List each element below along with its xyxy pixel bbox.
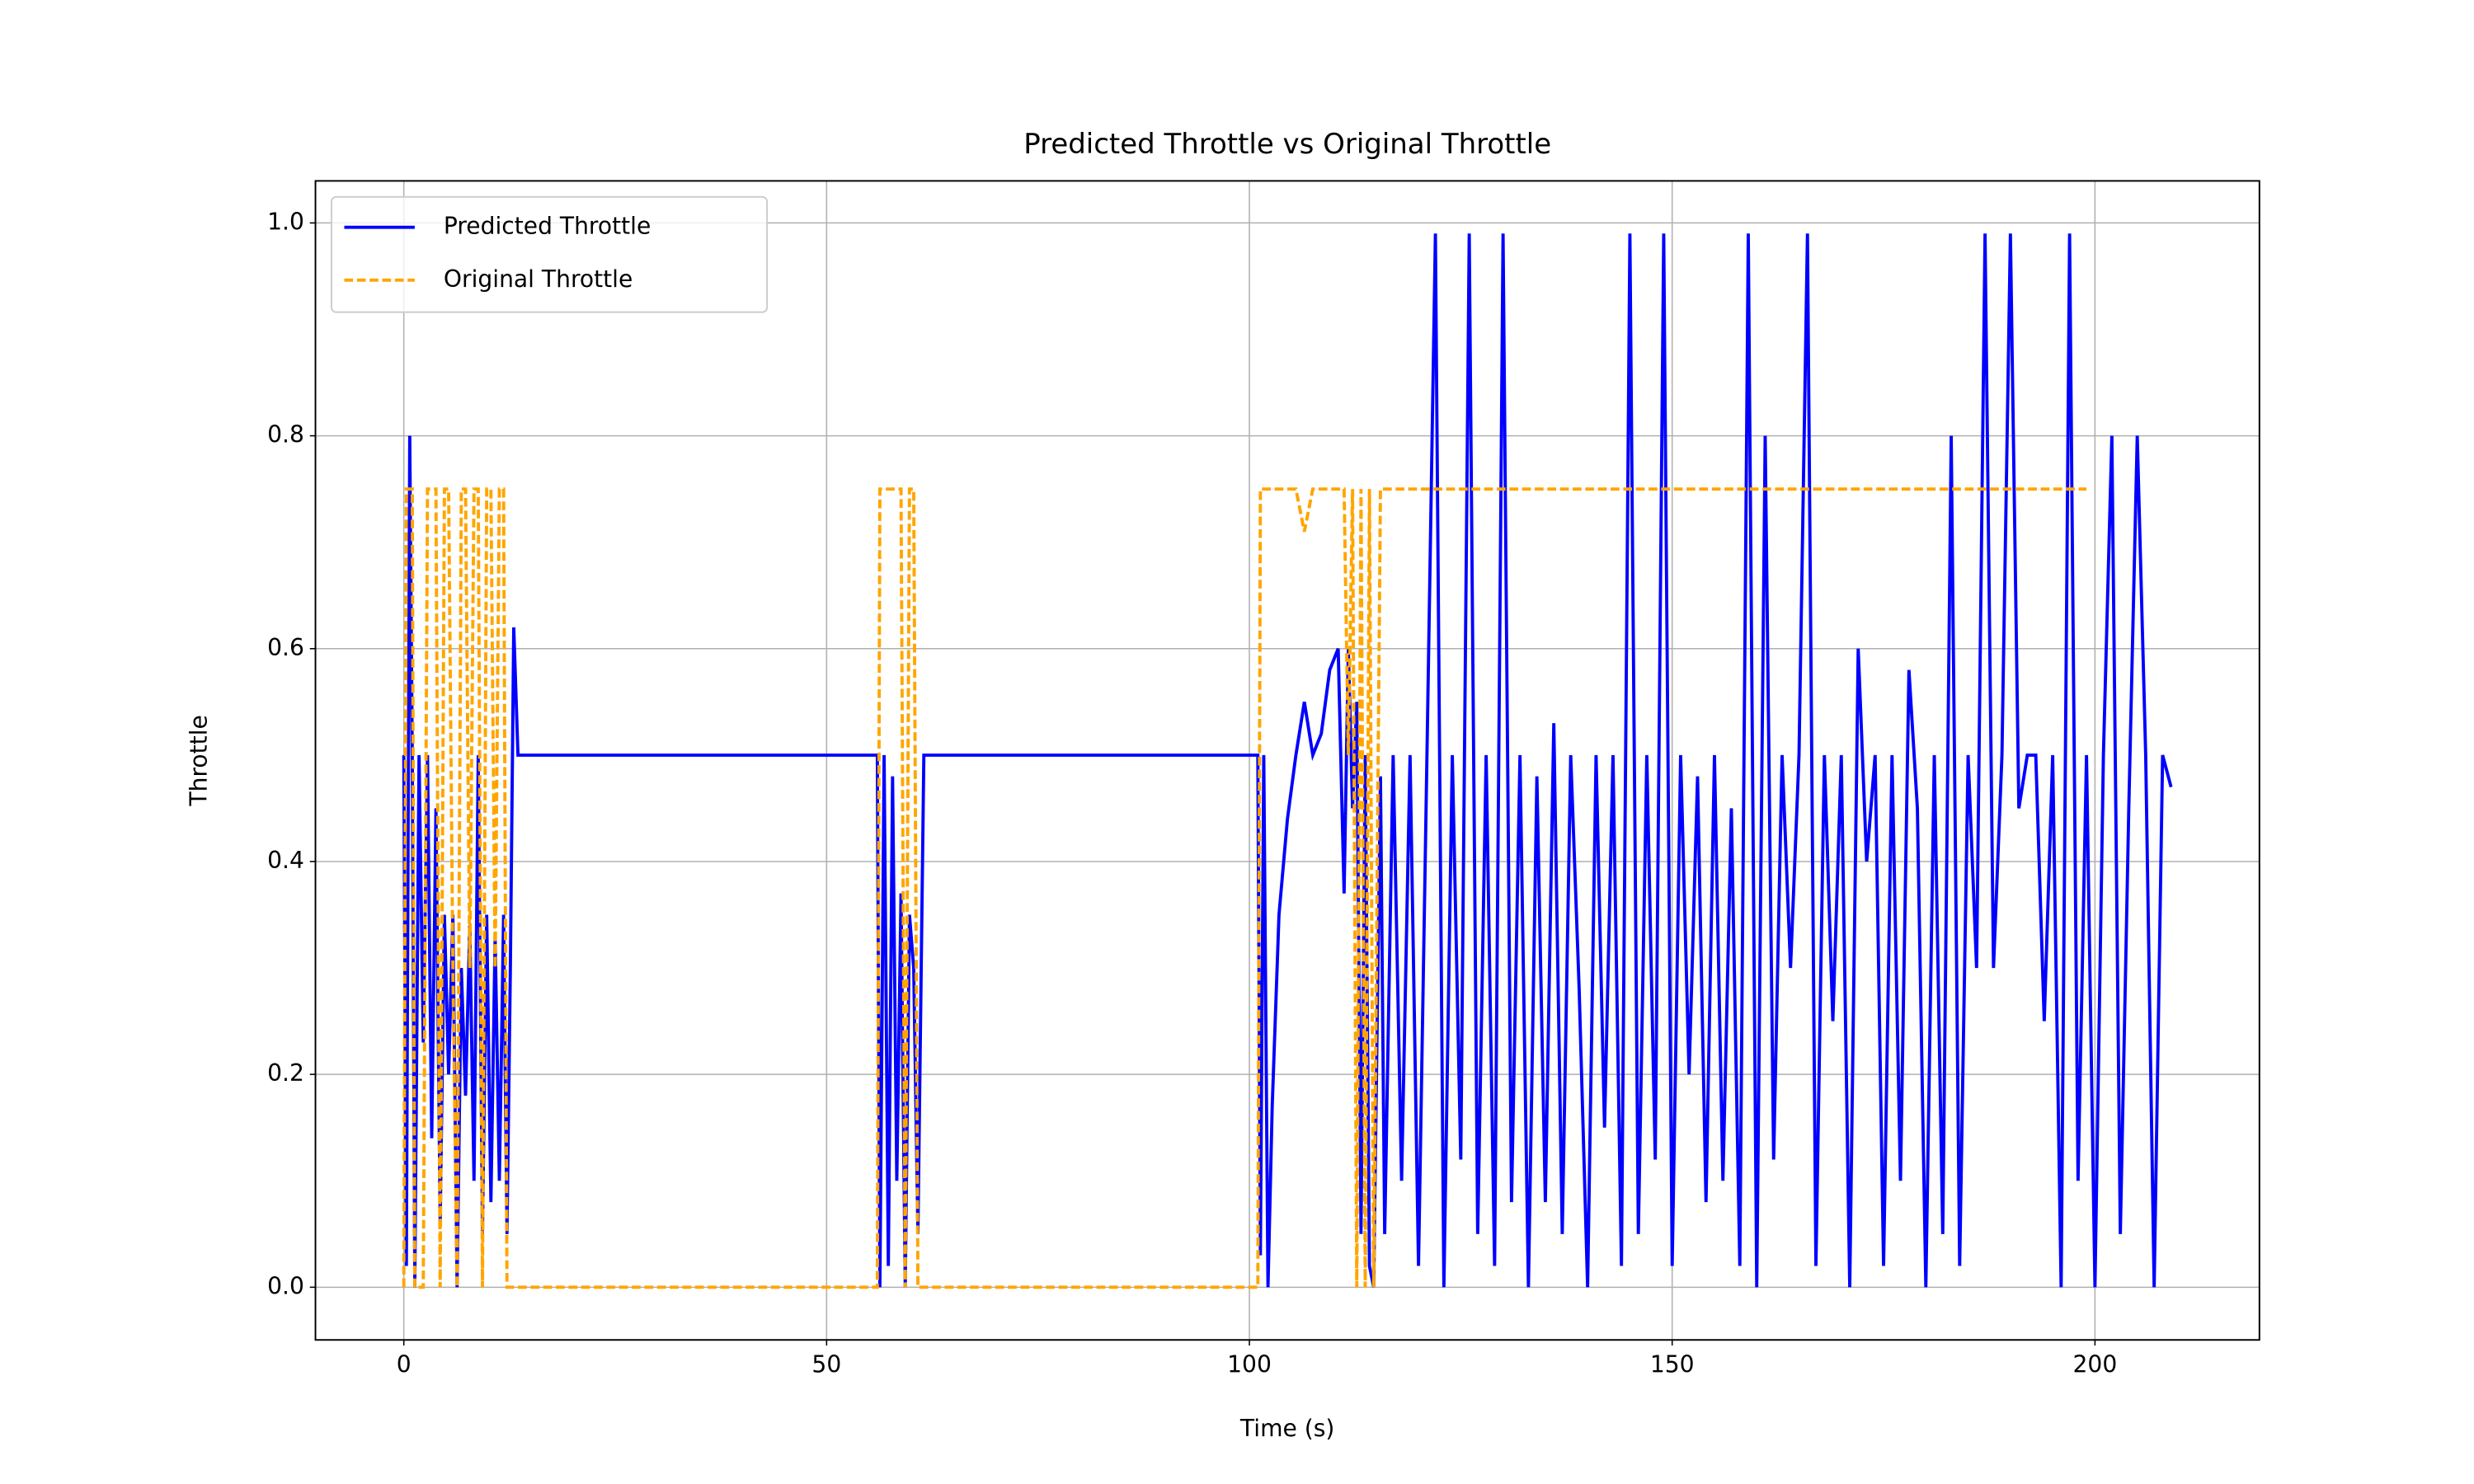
y-tick-label: 0.6: [267, 634, 304, 661]
y-tick-label: 0.4: [267, 847, 304, 874]
series-line: [402, 233, 2173, 1288]
legend: Predicted Throttle Original Throttle: [330, 195, 769, 313]
y-tick-label: 0.0: [267, 1272, 304, 1299]
x-tick-label: 150: [1650, 1350, 1695, 1378]
x-tick-label: 100: [1227, 1350, 1272, 1378]
x-axis-label: Time (s): [1239, 1415, 1334, 1442]
chart-title: Predicted Throttle vs Original Throttle: [1023, 128, 1551, 161]
x-tick-label: 200: [2073, 1350, 2118, 1378]
series-line: [402, 487, 2087, 1289]
legend-box: [330, 195, 769, 313]
y-tick-label: 1.0: [267, 208, 304, 235]
x-tick-label: 0: [397, 1350, 412, 1378]
plot-frame: [314, 180, 2260, 1341]
y-tick-label: 0.8: [267, 421, 304, 448]
x-tick-label: 50: [811, 1350, 841, 1378]
y-tick-label: 0.2: [267, 1059, 304, 1087]
y-axis-label: Throttle: [186, 715, 213, 806]
legend-label: Original Throttle: [444, 265, 633, 293]
legend-label: Predicted Throttle: [444, 213, 651, 240]
